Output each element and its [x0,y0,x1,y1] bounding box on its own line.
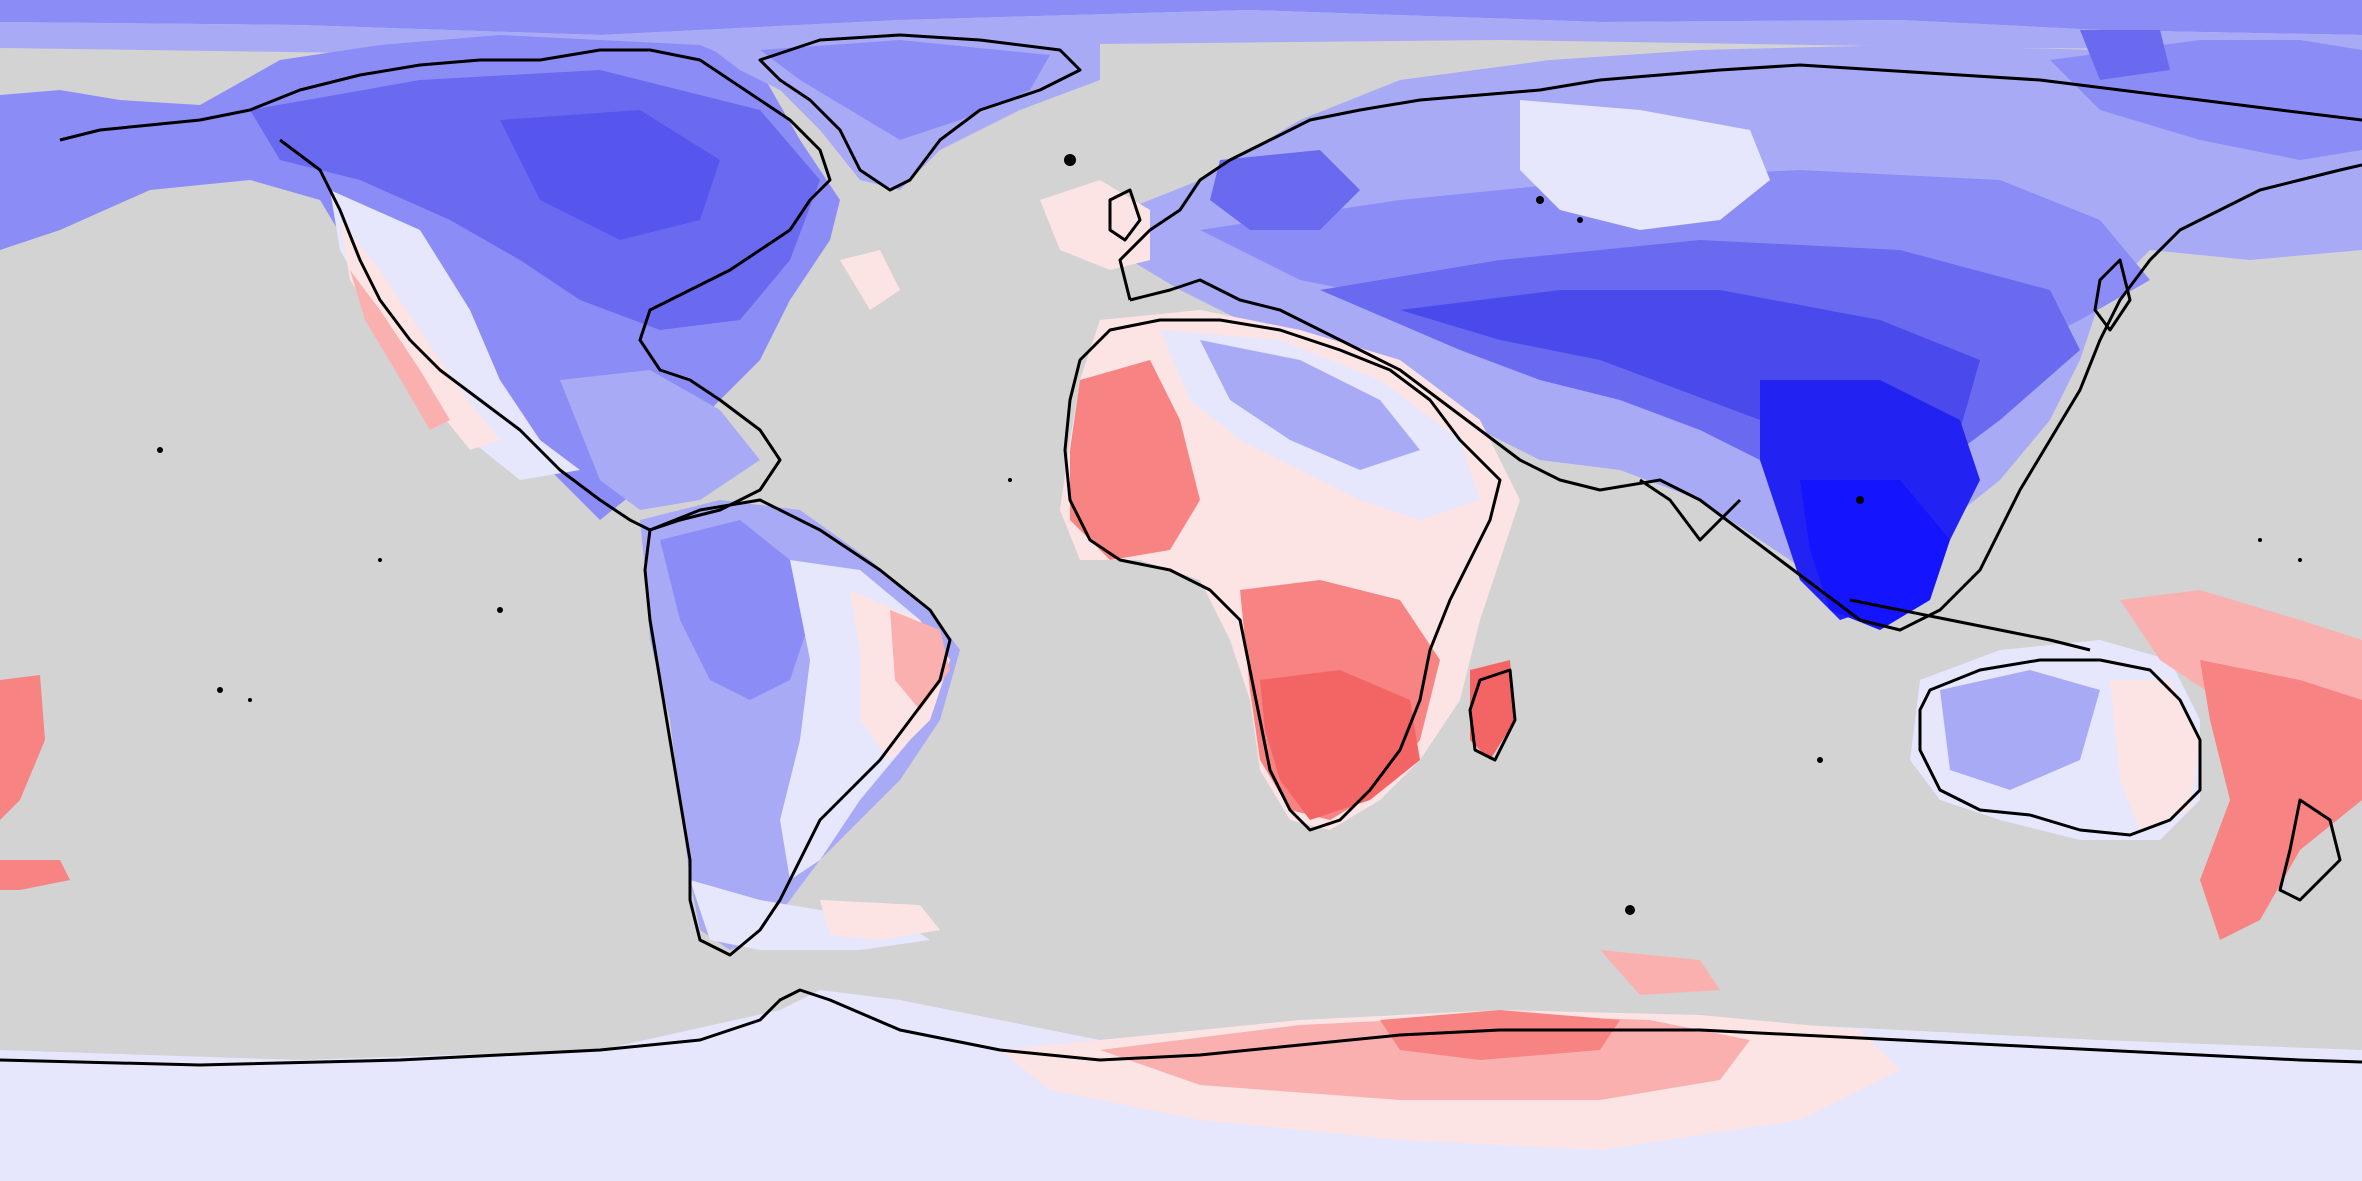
island-dots [157,154,2302,915]
antarctica-field [0,950,2362,1181]
atlantic-pink-patch [840,180,1150,310]
south-america-field [640,500,960,950]
africa-field [1060,310,1520,830]
north-america-field [0,35,840,520]
australia-field [1910,590,2362,940]
greenland-field [700,30,1100,190]
pacific-left-patch [0,675,70,890]
coastlines [0,33,2362,1067]
